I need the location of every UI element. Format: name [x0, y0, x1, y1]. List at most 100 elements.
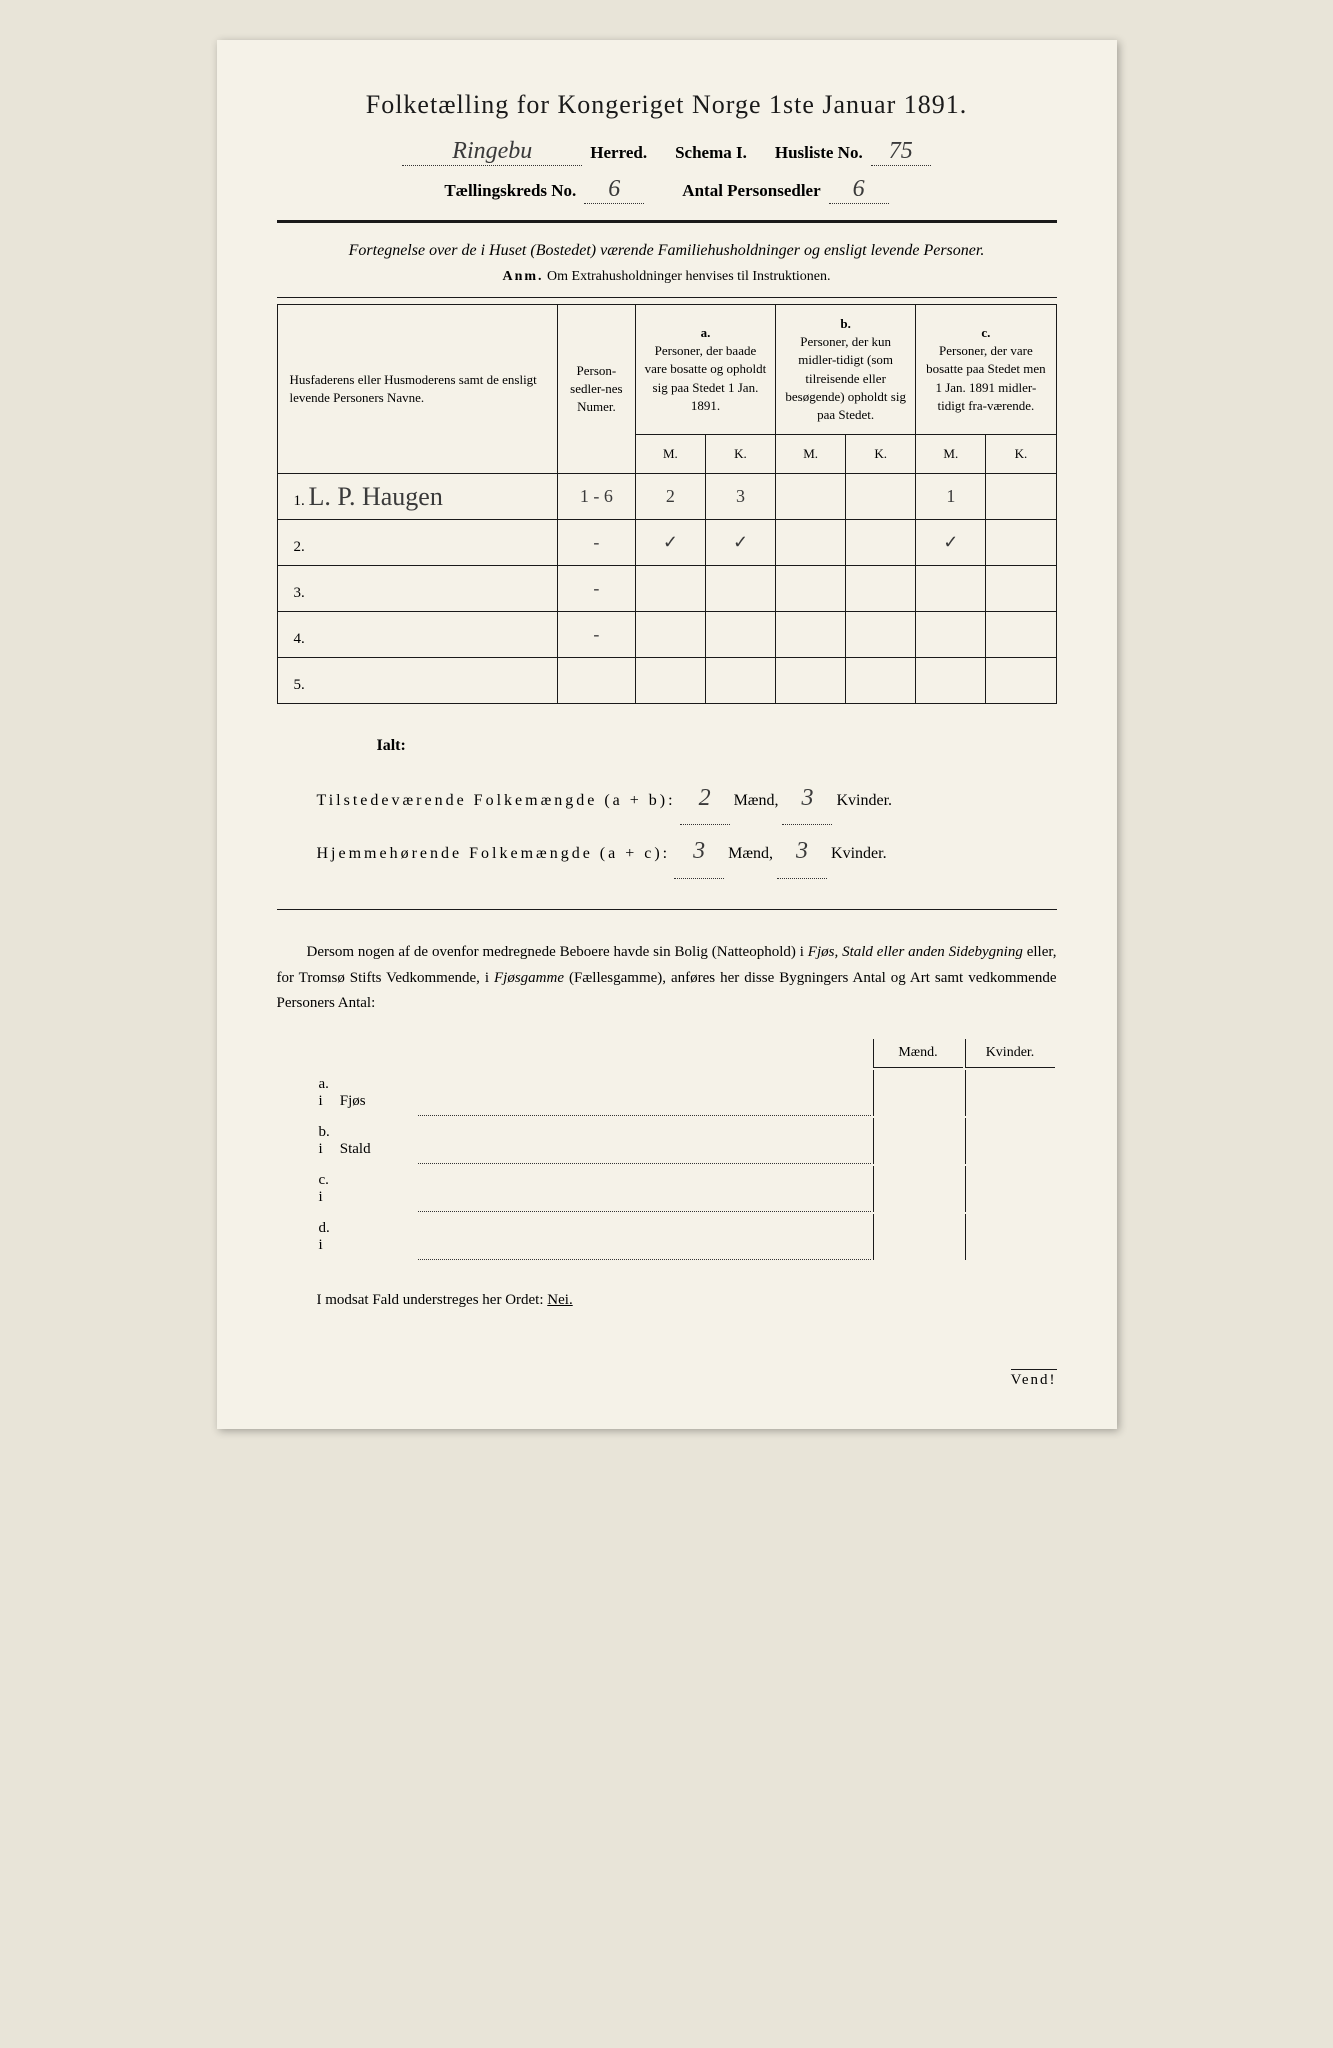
- row-b-k: [846, 474, 916, 520]
- row-num: 5.: [277, 658, 557, 704]
- nei-line: I modsat Fald understreges her Ordet: Ne…: [317, 1292, 1057, 1309]
- row-b-k: [846, 566, 916, 612]
- row-sedler: -: [557, 612, 635, 658]
- row-sedler: -: [557, 566, 635, 612]
- herred-value: Ringebu: [402, 138, 582, 166]
- row-num: 4.: [277, 612, 557, 658]
- row-a-k: [705, 612, 775, 658]
- sub-kvinder: Kvinder.: [965, 1039, 1055, 1068]
- row-sedler: -: [557, 520, 635, 566]
- header-line-2: Tællingskreds No. 6 Antal Personsedler 6: [277, 176, 1057, 204]
- kvinder-label: Kvinder.: [836, 792, 892, 809]
- census-form-page: Folketælling for Kongeriget Norge 1ste J…: [217, 40, 1117, 1429]
- row-c-m: [916, 612, 986, 658]
- divider-thin-2: [277, 909, 1057, 910]
- husliste-label: Husliste No.: [775, 143, 863, 163]
- th-b-m: M.: [776, 435, 846, 474]
- totals-line-2: Hjemmehørende Folkemængde (a + c): 3 Mæn…: [317, 825, 1057, 879]
- maend-label: Mænd,: [734, 792, 779, 809]
- hjemme-m: 3: [674, 825, 724, 879]
- row-a-m: [635, 566, 705, 612]
- hjemme-label: Hjemmehørende Folkemængde (a + c):: [317, 845, 671, 862]
- sub-type: [336, 1214, 416, 1260]
- row-a-k: ✓: [705, 520, 775, 566]
- tilstede-m: 2: [680, 772, 730, 826]
- maend-label-2: Mænd,: [728, 845, 773, 862]
- header-line-1: Ringebu Herred. Schema I. Husliste No. 7…: [277, 138, 1057, 166]
- th-a: a. Personer, der baade vare bosatte og o…: [635, 305, 775, 435]
- row-c-m: [916, 658, 986, 704]
- kreds-label: Tællingskreds No.: [444, 181, 576, 201]
- row-b-m: [776, 566, 846, 612]
- row-a-k: [705, 566, 775, 612]
- row-b-m: [776, 612, 846, 658]
- vend-label: Vend!: [1011, 1369, 1057, 1389]
- totals-line-1: Tilstedeværende Folkemængde (a + b): 2 M…: [317, 772, 1057, 826]
- th-a-k: K.: [705, 435, 775, 474]
- row-a-m: [635, 612, 705, 658]
- tilstede-k: 3: [782, 772, 832, 826]
- row-b-k: [846, 520, 916, 566]
- table-row: 2. -✓✓✓: [277, 520, 1056, 566]
- sub-k: [965, 1214, 1055, 1260]
- th-c-k: K.: [986, 435, 1056, 474]
- anm-line: Anm. Om Extrahusholdninger henvises til …: [277, 269, 1057, 285]
- row-b-m: [776, 520, 846, 566]
- sub-lbl: c. i: [279, 1166, 334, 1212]
- page-title: Folketælling for Kongeriget Norge 1ste J…: [277, 90, 1057, 120]
- row-a-m: 2: [635, 474, 705, 520]
- nei-word: Nei.: [547, 1292, 572, 1308]
- th-c: c. Personer, der vare bosatte paa Stedet…: [916, 305, 1056, 435]
- husliste-value: 75: [871, 138, 931, 166]
- antal-value: 6: [829, 176, 889, 204]
- sub-m: [873, 1070, 963, 1116]
- row-num: 2.: [277, 520, 557, 566]
- row-sedler: [557, 658, 635, 704]
- sub-k: [965, 1118, 1055, 1164]
- table-row: 4. -: [277, 612, 1056, 658]
- sub-m: [873, 1214, 963, 1260]
- row-c-k: [986, 566, 1056, 612]
- table-row: 1. L. P. Haugen1 - 6231: [277, 474, 1056, 520]
- sub-k: [965, 1070, 1055, 1116]
- sub-lbl: b. i: [279, 1118, 334, 1164]
- th-a-m: M.: [635, 435, 705, 474]
- row-c-k: [986, 612, 1056, 658]
- kvinder-label-2: Kvinder.: [831, 845, 887, 862]
- row-c-m: ✓: [916, 520, 986, 566]
- row-num: 3.: [277, 566, 557, 612]
- row-b-m: [776, 658, 846, 704]
- row-num: 1. L. P. Haugen: [277, 474, 557, 520]
- schema-label: Schema I.: [675, 143, 747, 163]
- row-c-k: [986, 520, 1056, 566]
- sub-dots: [418, 1166, 871, 1212]
- row-c-m: [916, 566, 986, 612]
- row-a-m: ✓: [635, 520, 705, 566]
- sub-row: d. i: [279, 1214, 1055, 1260]
- row-b-k: [846, 612, 916, 658]
- row-c-m: 1: [916, 474, 986, 520]
- sub-type: Stald: [336, 1118, 416, 1164]
- ialt-label: Ialt:: [377, 728, 1057, 763]
- row-a-k: 3: [705, 474, 775, 520]
- th-numer: Person-sedler-nes Numer.: [557, 305, 635, 474]
- totals-block: Ialt: Tilstedeværende Folkemængde (a + b…: [317, 728, 1057, 879]
- sub-type: [336, 1166, 416, 1212]
- row-c-k: [986, 658, 1056, 704]
- sub-lbl: a. i: [279, 1070, 334, 1116]
- anm-text: Om Extrahusholdninger henvises til Instr…: [547, 269, 830, 284]
- table-row: 5.: [277, 658, 1056, 704]
- tilstede-label: Tilstedeværende Folkemængde (a + b):: [317, 792, 676, 809]
- table-row: 3. -: [277, 566, 1056, 612]
- divider-thin: [277, 297, 1057, 298]
- hjemme-k: 3: [777, 825, 827, 879]
- sub-dots: [418, 1070, 871, 1116]
- sub-row: c. i: [279, 1166, 1055, 1212]
- row-a-k: [705, 658, 775, 704]
- th-b-k: K.: [846, 435, 916, 474]
- kreds-value: 6: [584, 176, 644, 204]
- herred-label: Herred.: [590, 143, 647, 163]
- sub-table: Mænd. Kvinder. a. iFjøsb. iStaldc. id. i: [277, 1037, 1057, 1262]
- sub-k: [965, 1166, 1055, 1212]
- row-name: L. P. Haugen: [309, 482, 443, 511]
